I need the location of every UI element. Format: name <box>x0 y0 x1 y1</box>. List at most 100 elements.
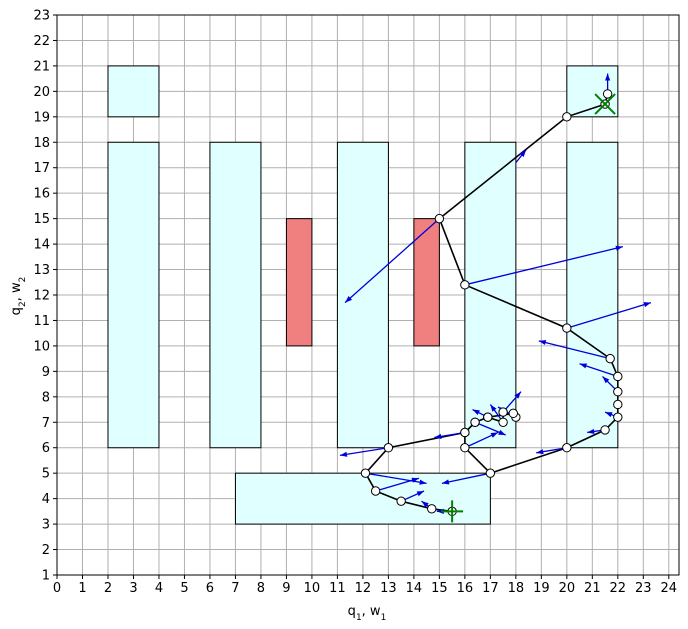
path-point <box>613 399 623 410</box>
x-tick-label: 12 <box>355 581 372 596</box>
path-point <box>605 353 615 364</box>
vector-head <box>419 479 427 485</box>
y-tick-label: 8 <box>42 390 50 405</box>
start-marker <box>441 500 464 523</box>
vector-head <box>519 149 527 157</box>
vector-head <box>339 451 348 457</box>
path-point <box>508 408 519 419</box>
x-tick-label: 15 <box>431 581 448 596</box>
velocity-vector <box>566 302 652 329</box>
vector-head <box>498 429 506 435</box>
vector-head <box>538 339 547 346</box>
y-tick-label: 15 <box>33 212 50 227</box>
vector-head <box>421 501 429 508</box>
y-tick-label: 6 <box>42 441 50 456</box>
velocity-vector <box>579 363 619 378</box>
x-tick-label: 17 <box>482 581 499 596</box>
goal-marker <box>594 93 616 115</box>
region-rect <box>107 65 160 118</box>
vector-head <box>490 404 497 412</box>
path-point <box>460 427 470 438</box>
y-tick-label: 22 <box>33 34 50 49</box>
vector-shaft <box>538 340 611 360</box>
y-tick-label: 11 <box>33 314 50 329</box>
velocity-vectors <box>339 73 652 514</box>
goal-marker-d2 <box>594 93 616 115</box>
vector-head <box>434 433 442 439</box>
path-point <box>460 443 470 453</box>
region-rect <box>336 141 389 449</box>
velocity-vector <box>538 339 611 360</box>
path-point <box>460 280 470 290</box>
path-point <box>383 443 394 453</box>
x-tick-label: 3 <box>129 581 137 596</box>
x-tick-label: 0 <box>53 581 61 596</box>
vector-head <box>436 508 444 514</box>
velocity-vector <box>536 447 567 455</box>
x-tick-label: 14 <box>406 581 423 596</box>
path-point <box>613 387 623 397</box>
velocity-vector <box>434 431 465 439</box>
vector-shaft <box>441 472 491 484</box>
velocity-vector <box>515 149 527 164</box>
path-point <box>396 496 406 506</box>
y-tick-label: 2 <box>42 543 50 558</box>
velocity-vector <box>464 245 624 286</box>
vector-head <box>605 73 611 81</box>
obstacle-rect <box>285 218 313 347</box>
vector-head <box>579 363 588 369</box>
x-tick-label: 19 <box>533 581 550 596</box>
velocity-vector <box>441 472 491 485</box>
velocity-vector <box>464 431 499 449</box>
velocity-vector <box>344 218 440 304</box>
y-tick-label: 21 <box>33 59 50 74</box>
velocity-vector <box>474 421 506 436</box>
obstacle-rectangles <box>285 218 440 347</box>
path-point <box>602 89 613 99</box>
y-tick-label: 19 <box>33 110 50 125</box>
vector-head <box>490 432 499 438</box>
path-point <box>434 213 445 224</box>
path-point <box>613 371 623 382</box>
path-point <box>562 112 572 122</box>
x-tick-label: 4 <box>155 581 163 596</box>
vector-shaft <box>566 302 652 329</box>
y-tick-label: 12 <box>33 289 50 304</box>
vector-shaft <box>339 447 389 457</box>
y-tick-label: 1 <box>42 569 50 584</box>
vector-head <box>615 245 623 251</box>
y-tick-label: 7 <box>42 416 50 431</box>
x-tick-label: 18 <box>508 581 525 596</box>
y-tick-label: 13 <box>33 263 50 278</box>
vector-shaft <box>344 218 440 304</box>
path-point <box>613 412 623 422</box>
path-point <box>562 323 572 333</box>
vector-head <box>605 412 613 418</box>
y-tick-label: 16 <box>33 187 50 202</box>
vector-head <box>536 449 544 455</box>
path-point <box>600 425 610 435</box>
region-rect <box>566 141 619 449</box>
vector-head <box>643 302 651 308</box>
path-point <box>485 468 496 478</box>
vector-head <box>602 376 610 384</box>
region-rectangles <box>107 65 619 525</box>
y-tick-label: 10 <box>33 339 50 354</box>
y-tick-label: 5 <box>42 467 50 482</box>
vector-head <box>587 428 595 435</box>
vector-head <box>472 409 480 415</box>
y-tick-label: 4 <box>42 492 50 507</box>
velocity-vector <box>365 472 427 485</box>
x-tick-label: 22 <box>610 581 627 596</box>
vector-head <box>441 479 450 485</box>
y-axis-title: q2, w2 <box>9 277 28 316</box>
x-tick-label: 23 <box>635 581 652 596</box>
obstacle-rect <box>413 218 440 347</box>
y-tick-label: 23 <box>33 9 50 24</box>
path-point <box>483 412 493 422</box>
vector-shaft <box>365 472 427 485</box>
path-point <box>370 486 381 496</box>
x-tick-label: 10 <box>304 581 321 596</box>
vector-head <box>514 391 521 399</box>
